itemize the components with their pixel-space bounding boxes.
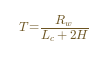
Text: $T = \dfrac{R_w}{L_c + 2H}$: $T = \dfrac{R_w}{L_c + 2H}$ xyxy=(18,13,89,44)
